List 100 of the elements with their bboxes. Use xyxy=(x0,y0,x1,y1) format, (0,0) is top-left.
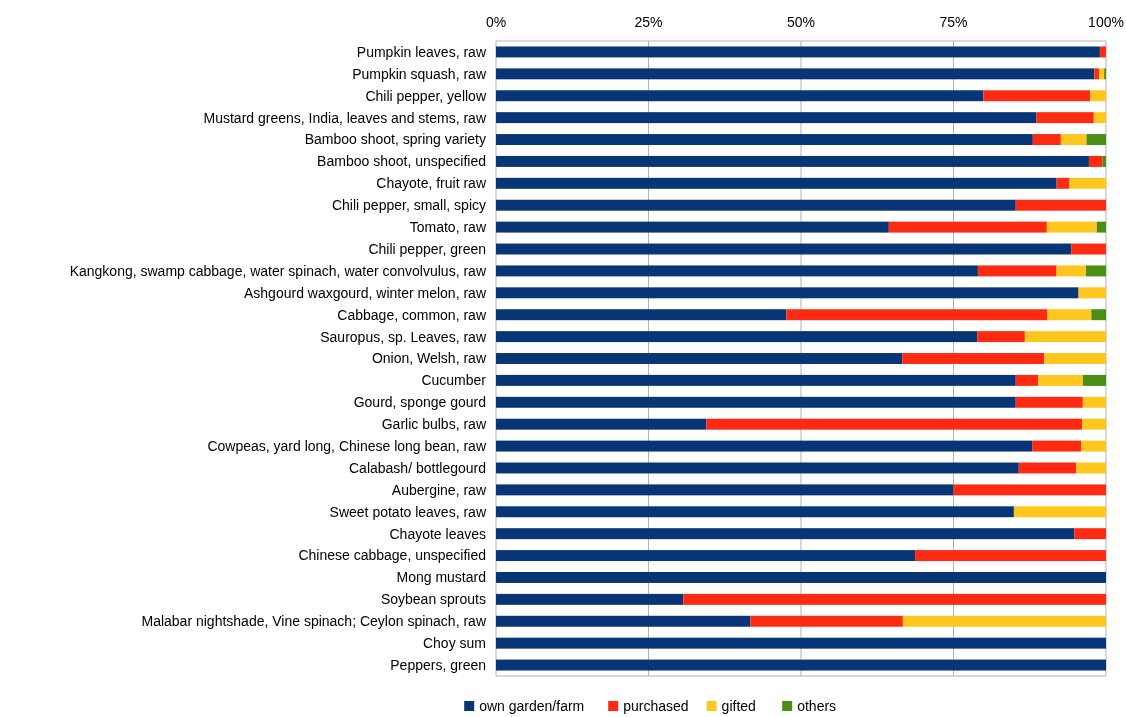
bar xyxy=(1091,309,1106,321)
bar xyxy=(888,221,1047,233)
y-tick-label: Mong mustard xyxy=(396,569,486,586)
bar xyxy=(496,637,1106,649)
y-tick-label: Chayote leaves xyxy=(389,525,486,542)
bar xyxy=(496,199,1016,211)
bar xyxy=(1036,112,1094,124)
bar xyxy=(1099,68,1105,80)
bar xyxy=(496,396,1016,408)
bar xyxy=(1044,353,1106,364)
y-tick-label: Choy sum xyxy=(422,635,486,652)
y-tick-label: Sweet potato leaves, raw xyxy=(329,503,487,520)
bar xyxy=(496,68,1095,80)
bar xyxy=(496,90,984,102)
bar xyxy=(496,265,978,277)
bar xyxy=(1060,134,1087,146)
bar xyxy=(496,484,954,496)
bar xyxy=(750,615,903,627)
bar xyxy=(983,90,1091,102)
bar xyxy=(1099,46,1106,58)
x-tick-label: 75% xyxy=(939,14,968,30)
bar xyxy=(915,550,1106,562)
bar xyxy=(1085,265,1106,277)
y-tick-label: Ashgourd waxgourd, winter melon, raw xyxy=(243,284,487,301)
bar xyxy=(1013,506,1106,518)
bar xyxy=(1032,440,1081,452)
bar xyxy=(496,243,1072,255)
bar xyxy=(1015,199,1106,211)
bar xyxy=(1069,177,1106,189)
bar xyxy=(496,593,684,605)
bar xyxy=(496,462,1019,474)
bar xyxy=(496,134,1033,146)
bar xyxy=(1090,90,1106,102)
y-tick-label: Aubergine, raw xyxy=(391,481,487,498)
bar xyxy=(496,287,1079,299)
y-tick-label: Chili pepper, green xyxy=(368,240,486,257)
bar xyxy=(496,177,1057,189)
bar xyxy=(977,331,1025,343)
bar xyxy=(1082,396,1106,408)
bar xyxy=(902,353,1045,364)
y-tick-label: Bamboo shoot, spring variety xyxy=(304,131,486,148)
bar xyxy=(1076,462,1106,474)
y-tick-label: Onion, Welsh, raw xyxy=(371,350,487,367)
y-tick-label: Soybean sprouts xyxy=(380,591,486,608)
bar xyxy=(1032,134,1061,146)
y-tick-label: Pumpkin squash, raw xyxy=(352,65,487,82)
legend-label: purchased xyxy=(623,698,689,714)
bar xyxy=(496,550,916,562)
bar xyxy=(496,309,787,321)
bar xyxy=(496,440,1033,452)
bar xyxy=(1080,440,1106,452)
y-tick-label: Sauropus, sp. Leaves, raw xyxy=(320,328,487,345)
y-tick-label: Chayote, fruit raw xyxy=(376,175,487,192)
bar xyxy=(1094,68,1100,80)
bar xyxy=(1074,528,1106,540)
bar xyxy=(786,309,1048,321)
bar xyxy=(1093,112,1106,124)
x-tick-label: 0% xyxy=(485,14,507,30)
bar xyxy=(1071,243,1106,255)
bar xyxy=(1082,374,1106,386)
bar xyxy=(1102,155,1106,167)
bar xyxy=(496,374,1016,386)
legend-label: others xyxy=(797,698,837,714)
x-tick-label: 25% xyxy=(634,14,663,30)
bar xyxy=(496,155,1089,167)
bar xyxy=(1078,287,1106,299)
bar xyxy=(977,265,1057,277)
y-tick-label: Gourd, sponge gourd xyxy=(353,394,486,411)
y-tick-label: Cabbage, common, raw xyxy=(337,306,487,323)
bar xyxy=(496,353,903,364)
y-tick-label: Peppers, green xyxy=(390,656,486,673)
y-tick-label: Cucumber xyxy=(421,372,487,389)
y-tick-label: Chinese cabbage, unspecified xyxy=(298,547,486,564)
bar xyxy=(1082,418,1106,430)
x-tick-label: 100% xyxy=(1088,14,1124,30)
bar xyxy=(496,418,707,430)
bar xyxy=(496,528,1075,540)
y-tick-label: Bamboo shoot, unspecified xyxy=(317,153,486,170)
legend-label: gifted xyxy=(721,698,756,714)
bar xyxy=(1046,221,1097,233)
bar xyxy=(496,659,1106,671)
bar xyxy=(1015,374,1039,386)
bar xyxy=(496,615,751,627)
y-tick-label: Garlic bulbs, raw xyxy=(381,416,487,433)
bar xyxy=(1088,155,1103,167)
bar xyxy=(496,571,1106,583)
bar xyxy=(496,112,1037,124)
bar xyxy=(1056,177,1070,189)
bar xyxy=(1086,134,1106,146)
x-tick-label: 50% xyxy=(786,14,816,30)
y-tick-label: Chili pepper, yellow xyxy=(365,87,487,104)
y-tick-label: Mustard greens, India, leaves and stems, raw xyxy=(203,109,487,126)
bar xyxy=(1056,265,1086,277)
bar xyxy=(683,593,1106,605)
y-tick-label: Kangkong, swamp cabbage, water spinach, water convolvulus, raw xyxy=(69,262,487,279)
bar xyxy=(496,46,1100,58)
bar xyxy=(1015,396,1083,408)
bar xyxy=(496,221,889,233)
bar xyxy=(706,418,1083,430)
bar xyxy=(1038,374,1083,386)
